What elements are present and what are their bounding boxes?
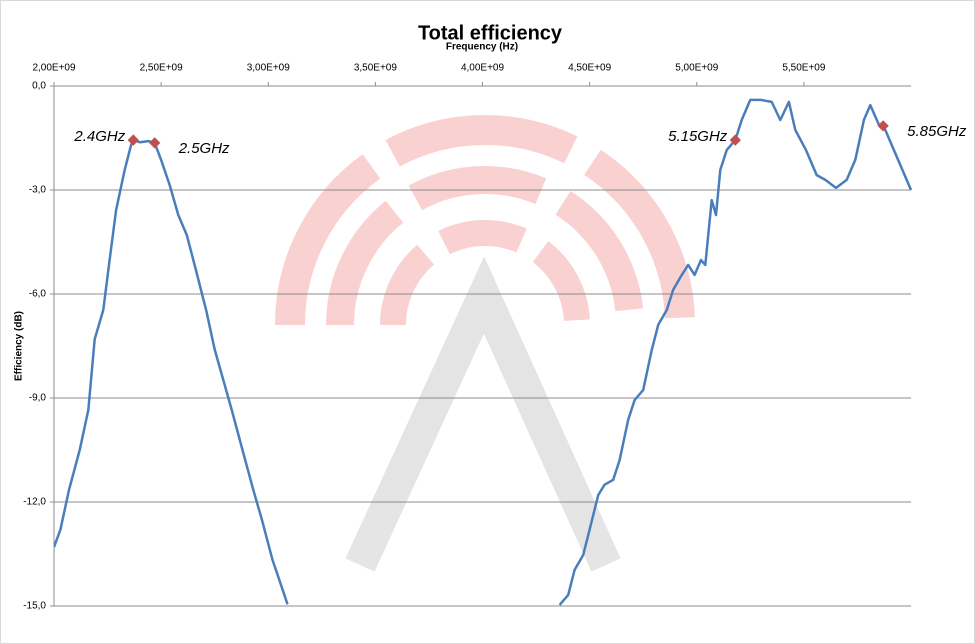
- y-tick-label: -6,0: [29, 289, 47, 300]
- point-label: 2.5GHz: [178, 140, 230, 157]
- x-tick-label: 3,50E+09: [354, 63, 398, 74]
- y-tick-label: -15,0: [23, 601, 46, 612]
- x-tick-label: 5,00E+09: [675, 63, 719, 74]
- x-tick-label: 4,50E+09: [568, 63, 612, 74]
- y-tick-label: 0,0: [32, 81, 46, 92]
- x-axis-label: Frequency (Hz): [446, 42, 518, 53]
- x-tick-label: 2,00E+09: [32, 63, 76, 74]
- chart: Total efficiency Frequency (Hz) Efficien…: [0, 0, 975, 644]
- y-tick-label: -3,0: [29, 185, 47, 196]
- point-label: 5.15GHz: [668, 128, 728, 145]
- y-tick-label: -12,0: [23, 497, 46, 508]
- y-axis-label: Efficiency (dB): [14, 311, 25, 381]
- y-tick-label: -9,0: [29, 393, 47, 404]
- x-tick-label: 3,00E+09: [247, 63, 291, 74]
- x-tick-label: 5,50E+09: [782, 63, 826, 74]
- x-tick-label: 4,00E+09: [461, 63, 505, 74]
- point-label: 2.4GHz: [73, 128, 125, 145]
- point-label: 5.85GHz: [907, 123, 967, 140]
- x-tick-label: 2,50E+09: [140, 63, 184, 74]
